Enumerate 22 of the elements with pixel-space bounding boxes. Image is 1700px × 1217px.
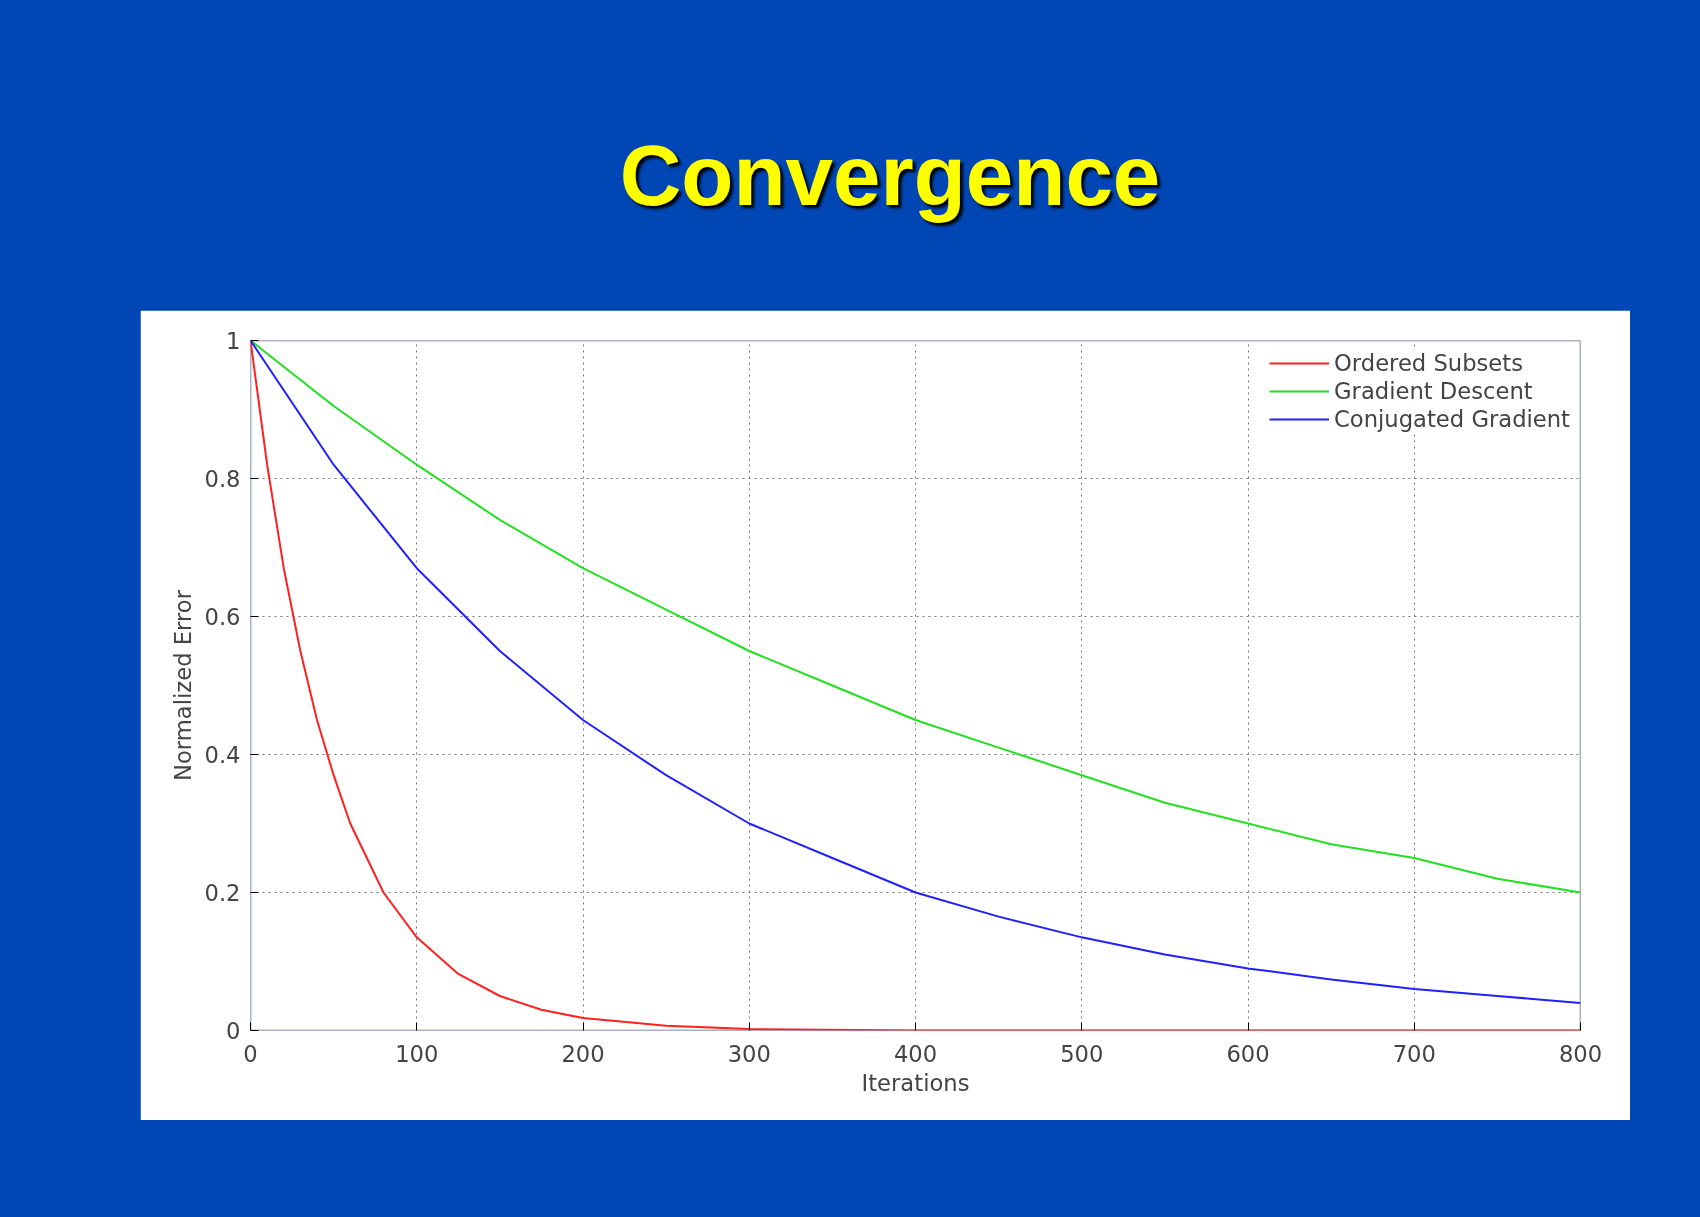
legend-label: Ordered Subsets: [1334, 350, 1523, 376]
y-tick-label: 0.2: [204, 880, 241, 906]
x-tick-label: 0: [243, 1040, 258, 1067]
x-tick-label: 500: [1060, 1040, 1104, 1067]
y-tick-label: 0.6: [204, 604, 241, 630]
x-axis-title: Iterations: [861, 1069, 970, 1096]
line-series: [250, 340, 1581, 894]
x-tick-label: 600: [1226, 1040, 1270, 1067]
legend-label: Conjugated Gradient: [1334, 406, 1570, 432]
y-tick-label: 0.8: [204, 466, 241, 492]
legend-label: Gradient Descent: [1334, 378, 1533, 404]
x-tick-label: 200: [561, 1040, 605, 1067]
x-tick-label: 700: [1392, 1040, 1436, 1067]
x-tick-label: 300: [727, 1040, 771, 1067]
x-tick-label: 400: [893, 1040, 938, 1067]
y-tick-label: 0.4: [204, 742, 241, 768]
y-tick-label: 0: [226, 1018, 241, 1044]
y-tick-label: 1: [226, 328, 241, 354]
y-axis-title: Normalized Error: [170, 589, 197, 781]
x-tick-label: 100: [395, 1040, 439, 1067]
x-tick-label: 800: [1558, 1040, 1603, 1067]
chart-title: Convergence: [619, 127, 1161, 225]
